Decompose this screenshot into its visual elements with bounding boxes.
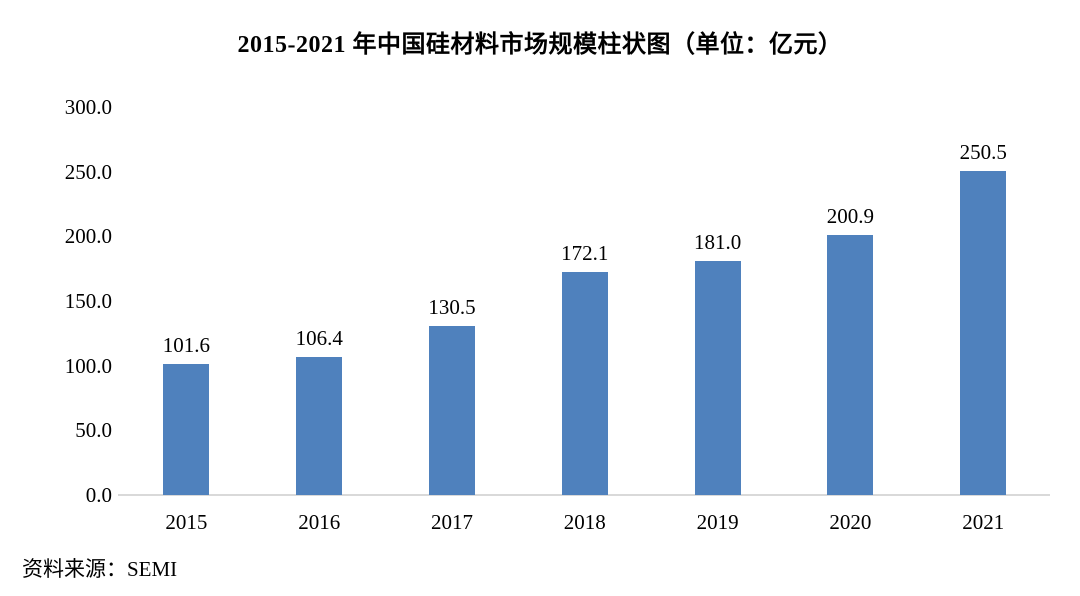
bar — [296, 357, 343, 495]
y-tick-label: 200.0 — [64, 224, 112, 249]
x-tick-label: 2018 — [563, 510, 606, 534]
chart-title: 2015-2021 年中国硅材料市场规模柱状图（单位：亿元） — [237, 32, 843, 58]
source-note: 资料来源：SEMI — [22, 557, 178, 581]
bar — [428, 326, 475, 495]
x-axis-line — [118, 494, 1050, 496]
y-tick-label: 0.0 — [85, 483, 112, 507]
bar-column: 181.0 — [651, 107, 784, 495]
bar-value-label: 200.9 — [826, 204, 875, 229]
bar-column: 106.4 — [253, 107, 386, 495]
x-tick-label: 2019 — [696, 510, 739, 534]
bar-value-label: 181.0 — [693, 229, 742, 254]
bar-value-label: 250.5 — [959, 140, 1007, 165]
bar — [960, 171, 1007, 495]
x-tick-label: 2017 — [430, 510, 473, 534]
y-tick-label: 100.0 — [64, 353, 112, 378]
x-tick-label: 2020 — [829, 510, 872, 534]
y-tick-label: 250.0 — [64, 159, 112, 184]
bar-value-label: 101.6 — [162, 332, 211, 357]
bar-value-label: 106.4 — [295, 326, 343, 351]
bar-column: 172.1 — [518, 107, 651, 495]
bar-value-label: 130.5 — [428, 295, 476, 320]
bar-column: 101.6 — [120, 107, 253, 495]
bar — [561, 272, 608, 495]
bar — [163, 363, 210, 495]
bar — [694, 260, 741, 495]
bar-column: 200.9 — [784, 107, 917, 495]
y-tick-label: 300.0 — [64, 95, 112, 119]
bar — [827, 235, 874, 495]
y-tick-label: 50.0 — [75, 418, 112, 443]
bar-value-label: 172.1 — [561, 241, 609, 266]
x-tick-label: 2015 — [165, 510, 208, 534]
y-tick-label: 150.0 — [64, 289, 112, 313]
x-tick-label: 2021 — [962, 510, 1005, 534]
bar-column: 130.5 — [386, 107, 519, 495]
x-tick-label: 2016 — [298, 510, 341, 534]
bar-column: 250.5 — [917, 107, 1050, 495]
